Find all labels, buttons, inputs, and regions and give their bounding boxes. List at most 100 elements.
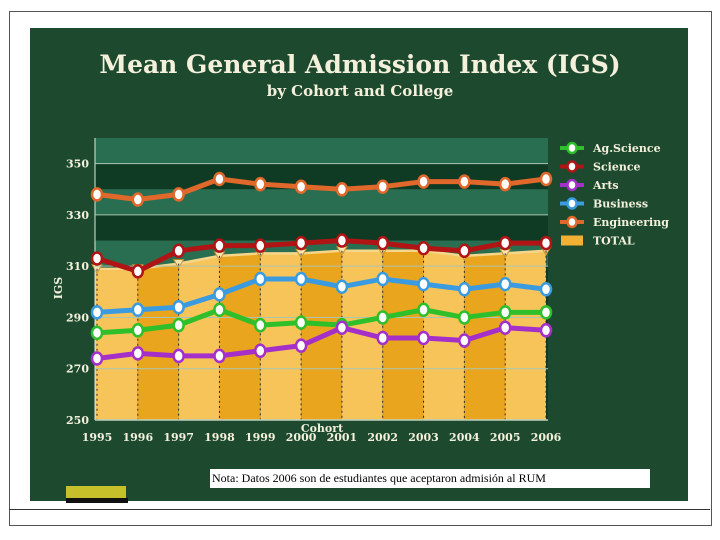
data-point-science	[539, 235, 553, 251]
data-point-business	[417, 276, 430, 292]
data-point-ag-science	[90, 325, 104, 341]
series-line-arts	[96, 325, 547, 361]
data-point-ag-science	[539, 305, 553, 320]
data-point-business	[376, 271, 389, 287]
swatch-shadow	[66, 498, 128, 503]
data-point-ag-science	[498, 305, 512, 320]
data-point-engineering	[294, 179, 308, 194]
data-point-science	[254, 238, 267, 253]
total-area-segment	[260, 253, 302, 420]
y-tick-label: 270	[66, 363, 89, 376]
legend-label: Arts	[592, 179, 619, 192]
series-line-business	[96, 276, 547, 315]
data-point-ag-science	[458, 310, 471, 325]
data-point-arts	[213, 348, 226, 364]
data-point-ag-science	[213, 302, 226, 318]
x-tick-label: 2003	[408, 431, 439, 444]
data-point-arts	[417, 330, 430, 346]
data-point-arts	[376, 330, 389, 346]
x-axis-label: Cohort	[301, 422, 344, 435]
data-point-business	[458, 282, 471, 297]
data-point-ag-science	[254, 317, 267, 333]
chart-subtitle: by Cohort and College	[266, 82, 454, 100]
data-point-engineering	[90, 187, 104, 202]
data-point-science	[498, 235, 512, 251]
legend-marker	[566, 141, 578, 155]
data-point-engineering	[254, 176, 267, 192]
chart-band	[95, 163, 548, 190]
x-tick-label: 1996	[123, 431, 154, 444]
data-point-ag-science	[294, 315, 308, 330]
data-point-arts	[90, 351, 104, 366]
data-point-business	[90, 305, 104, 320]
data-point-engineering	[376, 179, 389, 194]
x-tick-label: 2006	[531, 431, 562, 444]
legend-marker	[566, 178, 578, 192]
data-point-engineering	[172, 187, 185, 202]
series-line-ag-science	[96, 307, 546, 336]
x-tick-label: 1999	[245, 431, 276, 444]
legend-label: Business	[593, 198, 648, 211]
x-tick-label: 2005	[490, 431, 521, 444]
year-dividers	[96, 250, 547, 420]
data-point-business	[294, 271, 308, 287]
total-area-segment	[423, 250, 465, 420]
y-tick-label: 330	[66, 209, 89, 222]
chart-band	[95, 189, 548, 215]
slide-frame-bottom-strip	[9, 509, 710, 525]
x-tick-label: 1995	[82, 431, 113, 444]
data-point-science	[172, 243, 185, 259]
y-tick-label: 290	[66, 311, 89, 324]
chart-band	[95, 214, 548, 241]
x-tick-label: 1997	[163, 431, 194, 444]
data-point-science	[131, 264, 145, 279]
y-tick-label: 350	[66, 158, 89, 171]
series-line-science	[96, 238, 546, 274]
data-point-arts	[294, 338, 308, 353]
x-tick-label: 2002	[367, 431, 398, 444]
data-point-engineering	[335, 182, 349, 197]
data-point-science	[213, 238, 226, 253]
chart-title: Mean General Admission Index (IGS)	[99, 50, 621, 79]
data-point-engineering	[131, 192, 145, 207]
x-tick-label: 2004	[449, 431, 480, 444]
data-point-science	[90, 251, 104, 266]
data-point-ag-science	[172, 317, 185, 333]
data-point-arts	[458, 333, 471, 348]
total-area-segment	[97, 268, 138, 420]
legend-label: Science	[593, 161, 641, 174]
data-point-engineering	[458, 174, 471, 189]
legend-swatch-total	[561, 235, 583, 246]
data-point-ag-science	[417, 302, 430, 318]
data-point-science	[294, 235, 308, 251]
data-point-science	[458, 243, 471, 259]
data-point-arts	[172, 348, 185, 364]
data-point-ag-science	[131, 323, 145, 338]
data-point-engineering	[213, 171, 226, 187]
data-point-business	[254, 271, 267, 287]
x-tick-label: 2000	[286, 431, 317, 444]
series-lines	[90, 171, 553, 366]
legend-label: Engineering	[593, 216, 669, 229]
total-area-segment	[137, 263, 179, 420]
total-area-segment	[178, 255, 220, 420]
data-point-business	[335, 279, 349, 294]
data-point-arts	[498, 320, 512, 335]
data-point-business	[498, 276, 512, 292]
data-point-arts	[335, 320, 349, 335]
data-point-arts	[131, 346, 145, 361]
data-point-engineering	[498, 176, 512, 192]
x-tick-label: 1998	[204, 431, 235, 444]
data-point-science	[417, 240, 430, 256]
data-point-business	[172, 299, 185, 315]
data-point-ag-science	[376, 310, 389, 325]
chart-band	[95, 138, 548, 164]
y-tick-label: 250	[66, 414, 89, 427]
total-area-segment	[382, 250, 424, 420]
data-point-science	[335, 233, 349, 248]
data-point-business	[131, 302, 145, 318]
total-area-segment	[505, 250, 546, 420]
x-tick-label: 2001	[327, 431, 358, 444]
legend-marker	[566, 215, 578, 229]
